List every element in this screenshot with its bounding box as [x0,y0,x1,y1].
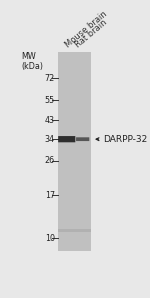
Bar [58,52,91,252]
Text: 72: 72 [45,74,55,83]
FancyBboxPatch shape [58,136,75,142]
FancyBboxPatch shape [76,137,89,141]
Text: 10: 10 [45,234,55,243]
Text: Rat brain: Rat brain [74,18,109,49]
Text: 26: 26 [45,156,55,165]
Text: Mouse brain: Mouse brain [64,9,109,49]
Text: 34: 34 [45,135,55,144]
Bar [58,229,91,232]
Text: 43: 43 [45,116,55,125]
Text: 17: 17 [45,191,55,200]
Text: 55: 55 [45,96,55,105]
Text: MW
(kDa): MW (kDa) [21,52,43,71]
Text: DARPP-32: DARPP-32 [104,135,148,144]
